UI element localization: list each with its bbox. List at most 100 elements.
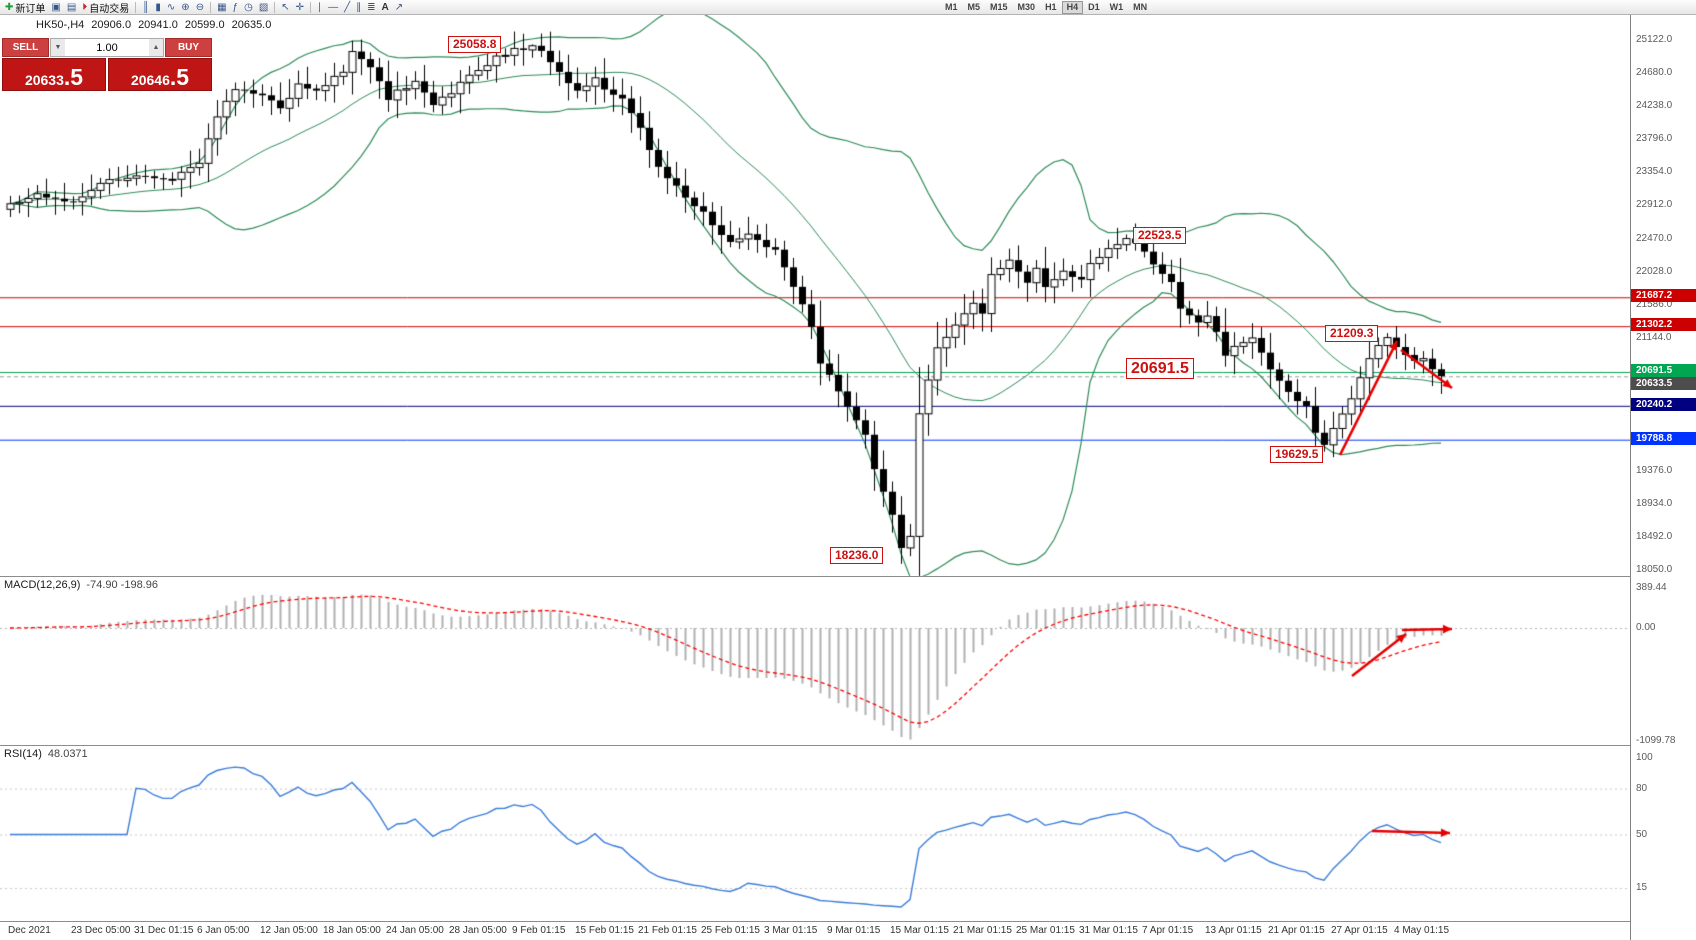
crosshair-icon: ✛ bbox=[295, 1, 305, 13]
one-click-trading-panel: SELL ▼ ▲ BUY 20633.5 20646.5 bbox=[2, 38, 212, 91]
fibonacci-button[interactable]: ≣ bbox=[364, 1, 378, 14]
periods-button[interactable]: ◷ bbox=[241, 1, 256, 14]
vertical-line-button[interactable]: ∣ bbox=[314, 1, 325, 14]
crosshair-button[interactable]: ✛ bbox=[293, 1, 307, 14]
time-axis-separator bbox=[0, 921, 1696, 922]
x-axis-label: 28 Jan 05:00 bbox=[449, 925, 507, 936]
sell-price: 20633 bbox=[24, 72, 64, 88]
chart-ohlc-header: HK50-,H4 20906.0 20941.0 20599.0 20635.0 bbox=[36, 19, 278, 31]
chart-price-label[interactable]: 20691.5 bbox=[1126, 358, 1194, 379]
x-axis-label: 27 Apr 01:15 bbox=[1331, 925, 1388, 936]
text-button[interactable]: A bbox=[378, 1, 391, 14]
timeframe-h4-button[interactable]: H4 bbox=[1061, 1, 1084, 14]
trendline-icon: ╱ bbox=[344, 1, 351, 13]
x-axis-label: 21 Apr 01:15 bbox=[1268, 925, 1325, 936]
y-axis-label: 19376.0 bbox=[1636, 464, 1673, 476]
macd-axis-label: 0.00 bbox=[1636, 622, 1656, 633]
autotrading-icon: ⏵ bbox=[82, 1, 88, 13]
equidistant-channel-icon: ∥ bbox=[356, 1, 362, 13]
profiles-button[interactable]: ▤ bbox=[64, 1, 79, 14]
timeframe-mn-button[interactable]: MN bbox=[1128, 1, 1152, 14]
toolbar-separator bbox=[210, 1, 212, 13]
x-axis-label: 4 May 01:15 bbox=[1394, 925, 1450, 936]
sell-button[interactable]: SELL bbox=[2, 38, 49, 57]
trendline-button[interactable]: ╱ bbox=[341, 1, 353, 14]
buy-price: 20646 bbox=[130, 72, 170, 88]
price-axis[interactable]: 25122.0 24680.0 24238.0 23796.0 23354.0 22912… bbox=[1630, 15, 1696, 940]
chart-price-label[interactable]: 19629.5 bbox=[1270, 446, 1324, 463]
rsi-axis-label: 50 bbox=[1636, 828, 1648, 840]
volume-decrease-button[interactable]: ▼ bbox=[51, 39, 65, 56]
x-axis-label: 7 Apr 01:15 bbox=[1142, 925, 1194, 936]
candle-chart-button[interactable]: ▮ bbox=[152, 1, 164, 14]
timeframe-d1-button[interactable]: D1 bbox=[1083, 1, 1105, 14]
macd-name: MACD(12,26,9) bbox=[4, 579, 81, 591]
arrow-object-icon: ↗ bbox=[394, 1, 404, 13]
templates-button[interactable]: ▧ bbox=[256, 1, 271, 14]
chart-price-label[interactable]: 18236.0 bbox=[830, 547, 884, 564]
horizontal-line-button[interactable]: ― bbox=[325, 1, 341, 14]
rsi-value: 48.0371 bbox=[47, 748, 88, 760]
toolbar-separator bbox=[310, 1, 312, 13]
bar-chart-button[interactable]: ║ bbox=[139, 1, 152, 14]
autotrading-button[interactable]: ⏵ 自动交易 bbox=[79, 1, 132, 15]
sell-price-pips: .5 bbox=[63, 64, 84, 90]
sell-price-button[interactable]: 20633.5 bbox=[2, 58, 106, 91]
tile-windows-button[interactable]: ▦ bbox=[214, 1, 229, 14]
x-axis-label: 13 Apr 01:15 bbox=[1205, 925, 1262, 936]
timeframe-w1-button[interactable]: W1 bbox=[1105, 1, 1129, 14]
rsi-axis-label: 100 bbox=[1636, 752, 1653, 763]
line-chart-button[interactable]: ∿ bbox=[164, 1, 178, 14]
indicators-icon: ƒ bbox=[232, 1, 239, 13]
new-order-button[interactable]: ✚ 新订单 bbox=[2, 1, 48, 15]
arrow-object-button[interactable]: ↗ bbox=[392, 1, 406, 14]
y-axis-label: 18492.0 bbox=[1636, 530, 1673, 542]
buy-price-pips: .5 bbox=[169, 64, 190, 90]
buy-button[interactable]: BUY bbox=[165, 38, 212, 57]
autotrading-label: 自动交易 bbox=[89, 3, 130, 15]
timeframe-m30-button[interactable]: M30 bbox=[1013, 1, 1041, 14]
toolbar-separator bbox=[135, 1, 137, 13]
rsi-panel-separator[interactable] bbox=[0, 745, 1696, 746]
macd-panel-separator[interactable] bbox=[0, 576, 1696, 577]
rsi-axis-label: 15 bbox=[1636, 882, 1648, 894]
new-order-label: 新订单 bbox=[15, 3, 46, 15]
macd-axis-label: 389.44 bbox=[1636, 581, 1667, 593]
volume-input[interactable] bbox=[65, 39, 149, 56]
macd-indicator-label: MACD(12,26,9) -74.90 -198.96 bbox=[4, 579, 158, 591]
y-axis-price-box: 21687.2 bbox=[1631, 289, 1696, 303]
new-chart-icon: ▣ bbox=[51, 1, 61, 13]
zoom-in-button[interactable]: ⊕ bbox=[178, 1, 192, 14]
chart-price-label[interactable]: 21209.3 bbox=[1325, 325, 1379, 342]
chart-price-label[interactable]: 25058.8 bbox=[448, 36, 502, 53]
timeframe-m5-button[interactable]: M5 bbox=[963, 1, 986, 14]
trade-price-row: 20633.5 20646.5 bbox=[2, 58, 212, 91]
timeframe-m1-button[interactable]: M1 bbox=[940, 1, 963, 14]
new-chart-button[interactable]: ▣ bbox=[48, 1, 63, 14]
volume-increase-button[interactable]: ▲ bbox=[149, 39, 163, 56]
timeframe-m15-button[interactable]: M15 bbox=[985, 1, 1013, 14]
candle-chart-icon: ▮ bbox=[155, 1, 161, 13]
timeframe-h1-button[interactable]: H1 bbox=[1040, 1, 1062, 14]
x-axis-label: 6 Jan 05:00 bbox=[197, 925, 250, 936]
toolbar-buttons: ✚ 新订单 ▣ ▤ ⏵ 自动交易 ║ ▮ ∿ ⊕ ⊖ ▦ ƒ ◷ ▧ ↖ ✛ ∣ ― ╱ ∥ ≣ A ↗ bbox=[2, 0, 406, 15]
cursor-icon: ↖ bbox=[281, 1, 290, 13]
equidistant-channel-button[interactable]: ∥ bbox=[353, 1, 364, 14]
y-axis-label: 24238.0 bbox=[1636, 99, 1673, 111]
x-axis-label: 23 Dec 05:00 bbox=[71, 925, 131, 936]
time-axis[interactable]: Dec 2021 23 Dec 05:00 31 Dec 01:15 6 Jan 05… bbox=[0, 922, 1630, 940]
x-axis-label: 25 Feb 01:15 bbox=[701, 925, 760, 936]
y-axis-label: 22912.0 bbox=[1636, 199, 1673, 211]
indicators-button[interactable]: ƒ bbox=[230, 1, 242, 14]
cursor-button[interactable]: ↖ bbox=[278, 1, 292, 14]
chart-price-label[interactable]: 22523.5 bbox=[1133, 227, 1187, 244]
x-axis-label: 9 Feb 01:15 bbox=[512, 925, 566, 936]
zoom-out-button[interactable]: ⊖ bbox=[193, 1, 207, 14]
rsi-name: RSI(14) bbox=[4, 748, 42, 760]
buy-price-button[interactable]: 20646.5 bbox=[108, 58, 212, 91]
y-axis-label: 24680.0 bbox=[1636, 66, 1673, 78]
toolbar: ✚ 新订单 ▣ ▤ ⏵ 自动交易 ║ ▮ ∿ ⊕ ⊖ ▦ ƒ ◷ ▧ ↖ ✛ ∣ ― ╱ ∥ ≣ A ↗ M1 M5 M15 M30… bbox=[0, 0, 1696, 15]
tile-windows-icon: ▦ bbox=[217, 1, 227, 13]
